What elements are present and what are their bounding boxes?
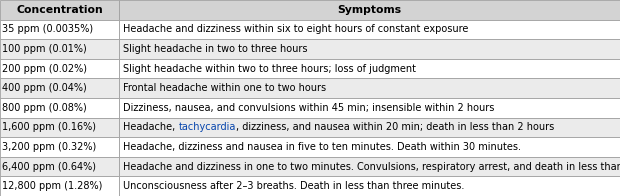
Bar bbox=[119, 39, 620, 59]
Text: Dizziness, nausea, and convulsions within 45 min; insensible within 2 hours: Dizziness, nausea, and convulsions withi… bbox=[123, 103, 495, 113]
Text: 200 ppm (0.02%): 200 ppm (0.02%) bbox=[2, 64, 87, 74]
Bar bbox=[119, 176, 620, 196]
Text: 1,600 ppm (0.16%): 1,600 ppm (0.16%) bbox=[2, 122, 97, 132]
Text: 6,400 ppm (0.64%): 6,400 ppm (0.64%) bbox=[2, 162, 97, 172]
Bar bbox=[0, 118, 119, 137]
Bar bbox=[0, 176, 119, 196]
Text: Slight headache in two to three hours: Slight headache in two to three hours bbox=[123, 44, 308, 54]
Bar bbox=[119, 78, 620, 98]
Text: Headache, dizziness and nausea in five to ten minutes. Death within 30 minutes.: Headache, dizziness and nausea in five t… bbox=[123, 142, 521, 152]
Bar bbox=[0, 39, 119, 59]
Text: 12,800 ppm (1.28%): 12,800 ppm (1.28%) bbox=[2, 181, 103, 191]
Bar bbox=[0, 78, 119, 98]
Text: Slight headache within two to three hours; loss of judgment: Slight headache within two to three hour… bbox=[123, 64, 417, 74]
Text: , dizziness, and nausea within 20 min; death in less than 2 hours: , dizziness, and nausea within 20 min; d… bbox=[236, 122, 554, 132]
Bar bbox=[0, 20, 119, 39]
Bar bbox=[119, 157, 620, 176]
Text: Unconsciousness after 2–3 breaths. Death in less than three minutes.: Unconsciousness after 2–3 breaths. Death… bbox=[123, 181, 465, 191]
Bar bbox=[0, 0, 119, 20]
Text: Headache,: Headache, bbox=[123, 122, 179, 132]
Bar bbox=[119, 118, 620, 137]
Bar bbox=[119, 20, 620, 39]
Bar bbox=[0, 137, 119, 157]
Text: Concentration: Concentration bbox=[16, 5, 103, 15]
Bar bbox=[0, 98, 119, 118]
Bar bbox=[119, 0, 620, 20]
Bar bbox=[0, 59, 119, 78]
Text: 100 ppm (0.01%): 100 ppm (0.01%) bbox=[2, 44, 87, 54]
Text: 3,200 ppm (0.32%): 3,200 ppm (0.32%) bbox=[2, 142, 97, 152]
Text: Headache and dizziness in one to two minutes. Convulsions, respiratory arrest, a: Headache and dizziness in one to two min… bbox=[123, 162, 620, 172]
Text: 35 ppm (0.0035%): 35 ppm (0.0035%) bbox=[2, 24, 94, 34]
Text: Symptoms: Symptoms bbox=[337, 5, 402, 15]
Bar bbox=[119, 59, 620, 78]
Bar bbox=[0, 157, 119, 176]
Text: 400 ppm (0.04%): 400 ppm (0.04%) bbox=[2, 83, 87, 93]
Bar bbox=[119, 137, 620, 157]
Bar bbox=[119, 98, 620, 118]
Text: tachycardia: tachycardia bbox=[179, 122, 236, 132]
Text: 800 ppm (0.08%): 800 ppm (0.08%) bbox=[2, 103, 87, 113]
Text: Frontal headache within one to two hours: Frontal headache within one to two hours bbox=[123, 83, 327, 93]
Text: Headache and dizziness within six to eight hours of constant exposure: Headache and dizziness within six to eig… bbox=[123, 24, 469, 34]
